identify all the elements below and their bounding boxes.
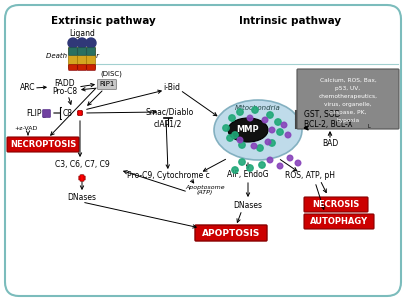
Text: Apoptosome
(ATP): Apoptosome (ATP) <box>185 185 224 195</box>
Text: virus, organelle,: virus, organelle, <box>323 102 371 107</box>
Text: caspase, PK,: caspase, PK, <box>328 110 366 115</box>
FancyBboxPatch shape <box>303 197 367 212</box>
Text: Mitochondria: Mitochondria <box>234 105 280 111</box>
Text: Ligand: Ligand <box>69 29 95 38</box>
Text: AIF, EndoG: AIF, EndoG <box>227 170 268 179</box>
FancyBboxPatch shape <box>43 110 50 117</box>
Circle shape <box>247 115 252 121</box>
FancyBboxPatch shape <box>86 48 95 69</box>
Circle shape <box>86 38 96 48</box>
Circle shape <box>256 145 262 151</box>
Circle shape <box>251 143 256 149</box>
FancyBboxPatch shape <box>77 48 86 69</box>
Text: C3, C6, C7, C9: C3, C6, C7, C9 <box>55 160 109 169</box>
Text: (DISC): (DISC) <box>100 71 122 77</box>
Text: BCL-2, BCL-X: BCL-2, BCL-X <box>303 119 352 129</box>
Text: hypoxia: hypoxia <box>336 118 359 123</box>
Text: p53, UV,: p53, UV, <box>335 86 360 91</box>
Circle shape <box>258 162 264 168</box>
Circle shape <box>77 38 87 48</box>
Text: DNases: DNases <box>67 194 96 203</box>
FancyBboxPatch shape <box>303 214 373 229</box>
Circle shape <box>268 140 275 146</box>
Ellipse shape <box>213 100 301 160</box>
Text: GST, SOD: GST, SOD <box>303 110 340 119</box>
Circle shape <box>276 129 283 135</box>
Circle shape <box>231 167 238 173</box>
Text: ROS, ATP, pH: ROS, ATP, pH <box>284 170 334 179</box>
FancyBboxPatch shape <box>87 65 95 70</box>
Text: ARC: ARC <box>20 83 36 92</box>
Text: Pro-C8: Pro-C8 <box>52 86 77 95</box>
Circle shape <box>237 137 242 143</box>
FancyBboxPatch shape <box>7 137 79 152</box>
Text: Pro-C9, Cytochrome c: Pro-C9, Cytochrome c <box>126 170 209 179</box>
FancyBboxPatch shape <box>296 69 398 129</box>
Text: Death receptor: Death receptor <box>46 53 99 59</box>
Text: FLIP: FLIP <box>26 108 42 117</box>
FancyBboxPatch shape <box>78 110 82 116</box>
Circle shape <box>284 132 290 138</box>
Circle shape <box>236 109 243 115</box>
Circle shape <box>262 117 267 123</box>
Circle shape <box>266 157 272 163</box>
FancyBboxPatch shape <box>77 65 86 70</box>
Text: NECROSIS: NECROSIS <box>311 200 359 209</box>
Circle shape <box>294 160 300 166</box>
FancyBboxPatch shape <box>194 225 266 241</box>
Circle shape <box>228 115 234 121</box>
Circle shape <box>251 107 258 113</box>
Circle shape <box>246 165 253 171</box>
Text: i-Bid: i-Bid <box>163 83 180 92</box>
Circle shape <box>238 159 245 165</box>
FancyBboxPatch shape <box>5 5 400 296</box>
FancyBboxPatch shape <box>68 48 77 69</box>
Circle shape <box>68 38 78 48</box>
Text: chemotherapeutics,: chemotherapeutics, <box>318 94 377 99</box>
Ellipse shape <box>228 118 267 142</box>
Text: C8: C8 <box>63 108 73 117</box>
Circle shape <box>269 127 274 133</box>
Text: +z-VAD: +z-VAD <box>14 126 38 131</box>
Text: Smac/Diablo: Smac/Diablo <box>145 107 194 116</box>
FancyBboxPatch shape <box>68 48 77 55</box>
FancyBboxPatch shape <box>79 176 85 180</box>
FancyBboxPatch shape <box>97 79 116 89</box>
Text: Calcium, ROS, Bax,: Calcium, ROS, Bax, <box>319 78 375 83</box>
Circle shape <box>231 132 238 138</box>
Text: BAD: BAD <box>321 138 337 147</box>
Text: FADD: FADD <box>55 79 75 88</box>
Text: NECROPTOSIS: NECROPTOSIS <box>10 140 76 149</box>
Circle shape <box>264 139 270 145</box>
FancyBboxPatch shape <box>68 65 77 70</box>
Circle shape <box>226 135 232 141</box>
Text: AUTOPHAGY: AUTOPHAGY <box>309 217 367 226</box>
Circle shape <box>286 155 292 161</box>
Circle shape <box>281 122 286 128</box>
Circle shape <box>274 119 281 125</box>
FancyBboxPatch shape <box>77 111 83 115</box>
FancyBboxPatch shape <box>80 175 84 181</box>
Circle shape <box>266 112 273 118</box>
FancyBboxPatch shape <box>77 48 86 55</box>
Text: MMP: MMP <box>236 126 259 135</box>
FancyBboxPatch shape <box>87 48 95 55</box>
Circle shape <box>277 163 282 169</box>
Circle shape <box>222 125 229 131</box>
Text: Intrinsic pathway: Intrinsic pathway <box>239 16 340 26</box>
Text: APOPTOSIS: APOPTOSIS <box>201 228 260 237</box>
Text: DNases: DNases <box>233 200 262 209</box>
Text: L: L <box>43 113 45 119</box>
Circle shape <box>238 142 245 148</box>
Text: L: L <box>367 123 370 129</box>
Text: RIP1: RIP1 <box>99 82 114 88</box>
Text: cIAP1/2: cIAP1/2 <box>153 119 182 129</box>
Text: Extrinsic pathway: Extrinsic pathway <box>51 16 155 26</box>
